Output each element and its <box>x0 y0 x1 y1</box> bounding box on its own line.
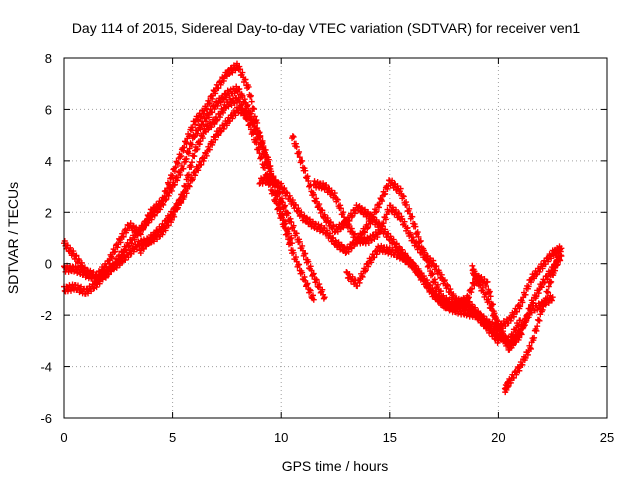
x-tick-label: 15 <box>383 430 397 445</box>
series-7 <box>310 177 565 334</box>
plot-frame <box>63 57 608 419</box>
series-1 <box>61 60 296 282</box>
x-tick-label: 0 <box>60 430 67 445</box>
y-axis-label: SDTVAR / TECUs <box>5 182 21 294</box>
series-4 <box>137 104 274 257</box>
y-tick-label: 4 <box>45 154 52 169</box>
x-tick-label: 20 <box>491 430 505 445</box>
y-tick-label: 0 <box>45 257 52 272</box>
x-tick-label: 10 <box>274 430 288 445</box>
plus-markers <box>137 104 274 257</box>
x-tick-label: 25 <box>600 430 614 445</box>
plus-markers <box>289 133 524 346</box>
y-tick-label: -4 <box>40 360 52 375</box>
plus-markers <box>501 253 563 396</box>
x-axis-label: GPS time / hours <box>282 458 389 474</box>
data-marks <box>61 60 565 396</box>
series-10 <box>501 253 563 396</box>
plus-markers <box>61 60 296 282</box>
y-tick-label: 2 <box>45 205 52 220</box>
y-tick-label: -6 <box>40 411 52 426</box>
series-6 <box>289 133 524 346</box>
y-tick-label: 8 <box>45 51 52 66</box>
x-tick-label: 5 <box>169 430 176 445</box>
y-tick-label: 6 <box>45 102 52 117</box>
axis-ticks: 0 5 10 15 20 25 -6 -4 -2 0 2 4 6 8 <box>40 51 614 445</box>
y-tick-label: -2 <box>40 308 52 323</box>
plus-markers <box>310 177 565 334</box>
chart-title: Day 114 of 2015, Sidereal Day-to-day VTE… <box>72 20 581 36</box>
